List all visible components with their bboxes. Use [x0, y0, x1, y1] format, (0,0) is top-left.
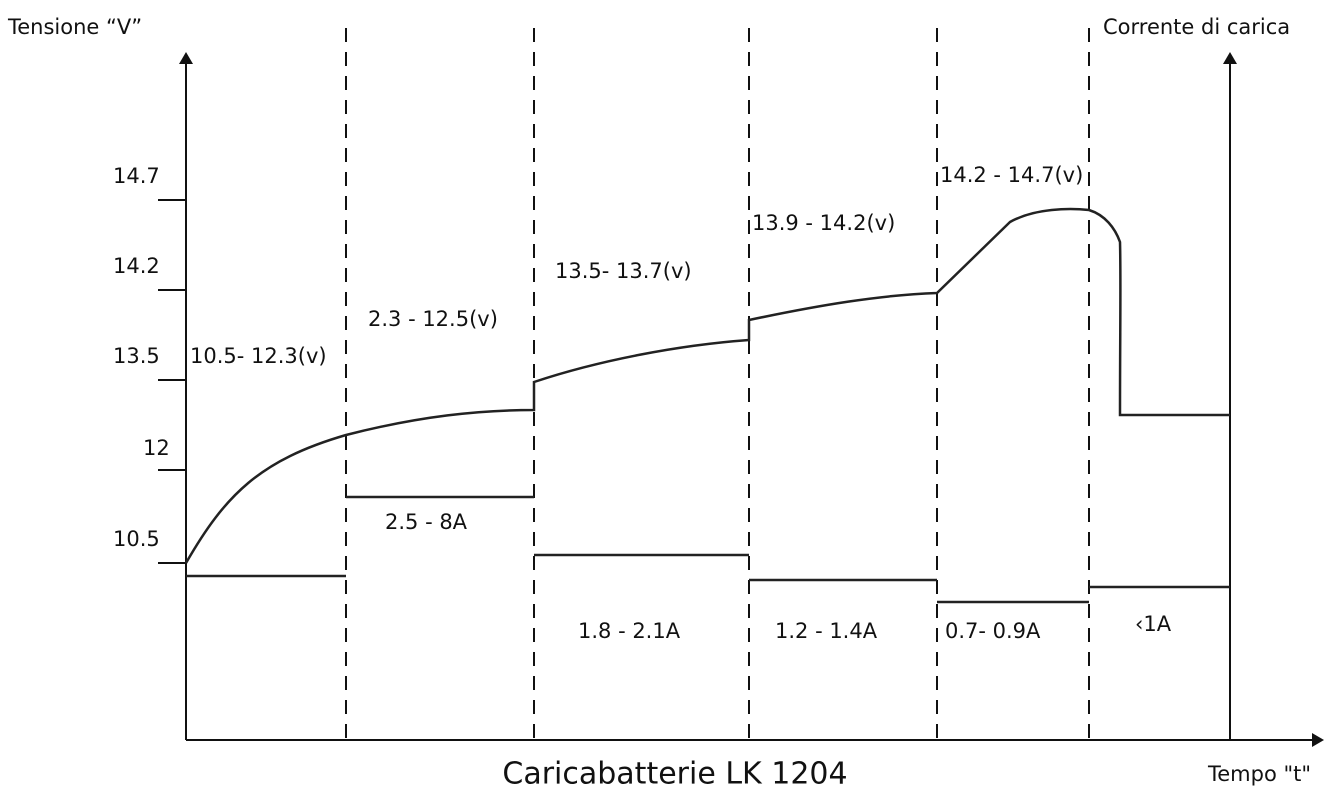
voltage-label: 10.5- 12.3(v) — [190, 344, 327, 368]
voltage-tick-marks — [158, 199, 186, 564]
voltage-tick-label: 10.5 — [113, 527, 160, 551]
current-label: 1.2 - 1.4A — [775, 619, 878, 643]
voltage-curve — [184, 207, 1230, 564]
current-label: 1.8 - 2.1A — [578, 619, 681, 643]
voltage-label: 13.5- 13.7(v) — [555, 259, 692, 283]
voltage-label: 13.9 - 14.2(v) — [752, 211, 895, 235]
voltage-tick-label: 14.7 — [113, 164, 160, 188]
voltage-label: 2.3 - 12.5(v) — [368, 307, 498, 331]
current-steps — [186, 495, 1230, 604]
time-axis-label: Tempo "t" — [1207, 762, 1311, 786]
current-label: 0.7- 0.9A — [945, 619, 1041, 643]
current-label: 2.5 - 8A — [385, 510, 468, 534]
voltage-tick-label: 12 — [143, 436, 170, 460]
voltage-tick-label: 13.5 — [113, 344, 160, 368]
current-axis-label: Corrente di carica — [1103, 15, 1290, 39]
title: Caricabatterie LK 1204 — [502, 757, 847, 792]
voltage-tick-label: 14.2 — [113, 254, 160, 278]
current-label: ‹1A — [1135, 612, 1172, 636]
voltage-label: 14.2 - 14.7(v) — [940, 163, 1083, 187]
voltage-axis-label: Tensione “V” — [7, 15, 142, 39]
